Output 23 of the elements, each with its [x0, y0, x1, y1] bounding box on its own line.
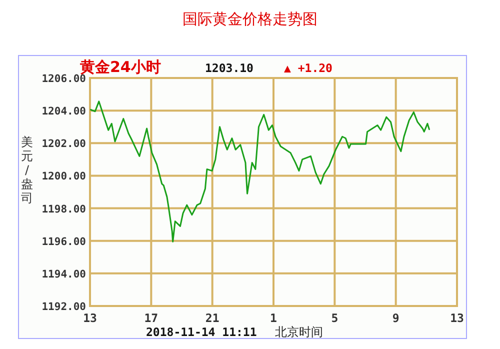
y-tick-label: 1196.00: [42, 236, 86, 248]
text: 黄金24小时: [79, 58, 161, 76]
y-tick-label: 1198.00: [42, 203, 86, 216]
x-tick-label: 17: [144, 311, 158, 325]
y-axis-title: 美元/盎司: [21, 135, 33, 205]
y-tick-label: 1206.00: [42, 73, 86, 85]
line-series: [90, 100, 430, 242]
x-tick-label: 9: [392, 311, 400, 325]
y-tick-label: 1200.00: [42, 170, 86, 183]
y-tick-label: 1194.00: [42, 268, 86, 280]
x-tick-label: 1: [270, 311, 278, 325]
text: 1203.10: [205, 61, 254, 75]
x-tick-label: 5: [331, 311, 338, 325]
chart-title: 国际黄金价格走势图: [182, 10, 318, 28]
x-tick-label: 13: [83, 311, 97, 325]
text: 2018-11-14 11:11: [146, 325, 257, 339]
text: ▲ +1.20: [284, 61, 333, 75]
y-tick-label: 1204.00: [42, 106, 86, 118]
x-tick-label: 21: [205, 311, 220, 325]
y-tick-label: 1192.00: [42, 301, 86, 313]
text: 北京时间: [275, 325, 323, 339]
y-tick-label: 1202.00: [42, 138, 86, 150]
x-tick-label: 13: [450, 311, 464, 325]
